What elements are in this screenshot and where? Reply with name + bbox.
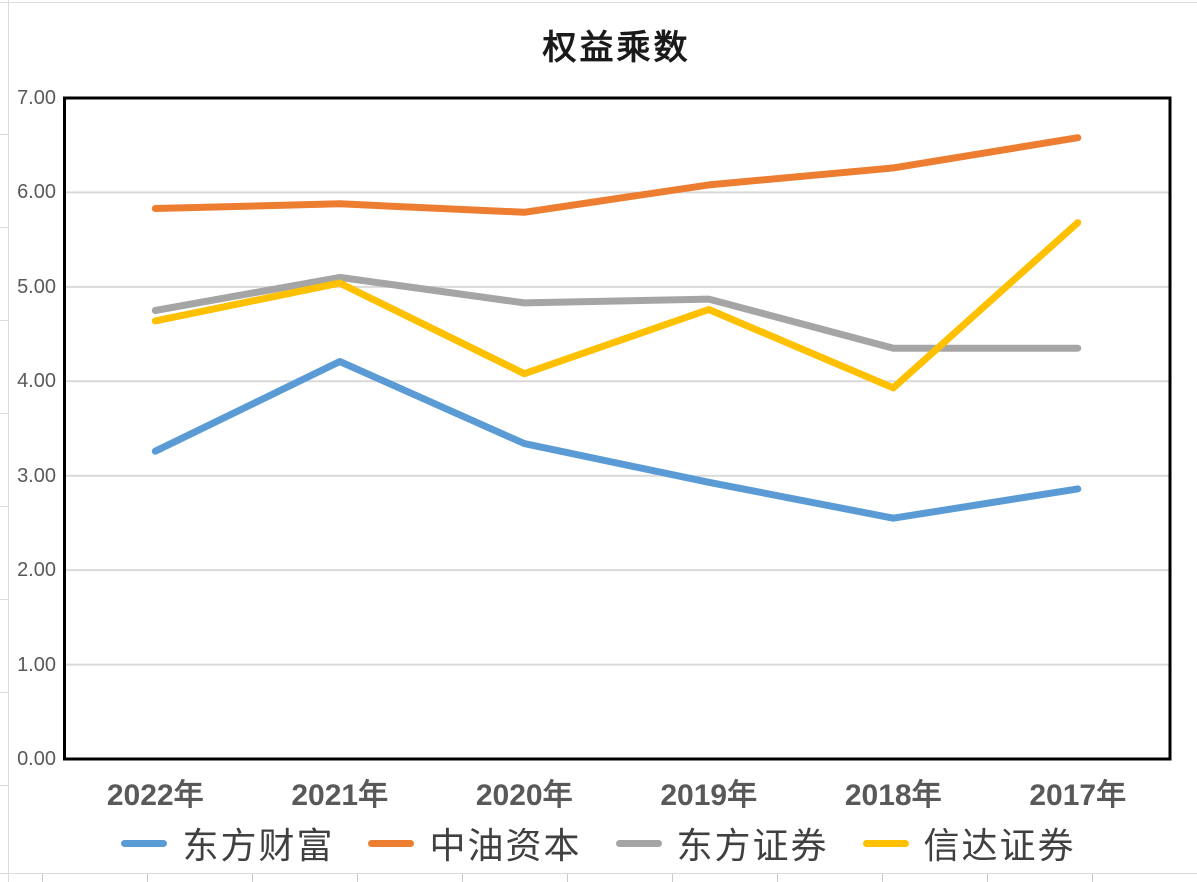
y-tick-label: 0.00 xyxy=(17,748,56,770)
x-category-label: 2020年 xyxy=(475,779,573,812)
spreadsheet-gridline-bottom xyxy=(0,873,1197,874)
legend-label: 东方证券 xyxy=(676,826,829,867)
spreadsheet-column-line xyxy=(147,874,148,882)
y-tick-label: 2.00 xyxy=(17,559,56,582)
legend-line-marker xyxy=(862,839,909,847)
x-category-label: 2021年 xyxy=(291,779,389,812)
spreadsheet-column-line xyxy=(672,874,673,882)
legend-item-中油资本: 中油资本 xyxy=(368,817,581,869)
spreadsheet-column-line xyxy=(252,874,253,882)
legend-line-marker xyxy=(368,839,415,847)
spreadsheet-column-line xyxy=(882,874,883,882)
spreadsheet-row-line xyxy=(0,692,8,693)
spreadsheet-column-line xyxy=(357,874,358,882)
y-tick-label: 6.00 xyxy=(17,181,56,204)
y-tick-label: 1.00 xyxy=(17,653,56,676)
legend-label: 中油资本 xyxy=(429,826,582,867)
spreadsheet-row-line xyxy=(0,506,8,507)
y-tick-label: 7.00 xyxy=(17,87,56,109)
spreadsheet-row-line xyxy=(0,134,8,135)
y-tick-label: 5.00 xyxy=(17,275,56,298)
series-line-中油资本 xyxy=(151,134,1082,216)
spreadsheet-row-line xyxy=(0,227,8,228)
legend-line-marker xyxy=(121,839,168,847)
legend-item-信达证券: 信达证券 xyxy=(862,817,1076,869)
spreadsheet-row-line xyxy=(0,785,8,786)
x-category-label: 2017年 xyxy=(1029,779,1127,812)
spreadsheet-row-line xyxy=(0,413,8,414)
plot-border xyxy=(63,96,1172,761)
spreadsheet-column-line xyxy=(42,874,43,882)
spreadsheet-column-line xyxy=(567,874,568,882)
legend-line-marker xyxy=(615,839,662,847)
x-category-label: 2022年 xyxy=(106,779,204,812)
spreadsheet-row-line xyxy=(0,320,8,321)
x-category-label: 2019年 xyxy=(660,779,758,812)
spreadsheet-gridline-top xyxy=(0,2,1197,3)
series-line-东方证券 xyxy=(151,273,1082,352)
legend-label: 东方财富 xyxy=(182,826,335,867)
legend-item-东方证券: 东方证券 xyxy=(615,817,829,869)
chart-title: 权益乘数 xyxy=(542,28,691,68)
legend-label: 信达证券 xyxy=(923,826,1076,867)
spreadsheet-gridline-left xyxy=(8,0,9,882)
y-tick-label: 4.00 xyxy=(17,370,56,393)
series-line-信达证券 xyxy=(151,219,1082,392)
spreadsheet-column-line xyxy=(777,874,778,882)
y-tick-label: 3.00 xyxy=(17,464,56,487)
legend-item-东方财富: 东方财富 xyxy=(121,817,334,869)
x-category-label: 2018年 xyxy=(844,779,942,812)
spreadsheet-column-line xyxy=(987,874,988,882)
series-line-东方财富 xyxy=(151,358,1082,522)
legend: 东方财富 中油资本 东方证券 信达证券 xyxy=(0,816,1197,870)
spreadsheet-column-line xyxy=(462,874,463,882)
spreadsheet-row-line xyxy=(0,599,8,600)
spreadsheet-column-line xyxy=(1092,874,1093,882)
